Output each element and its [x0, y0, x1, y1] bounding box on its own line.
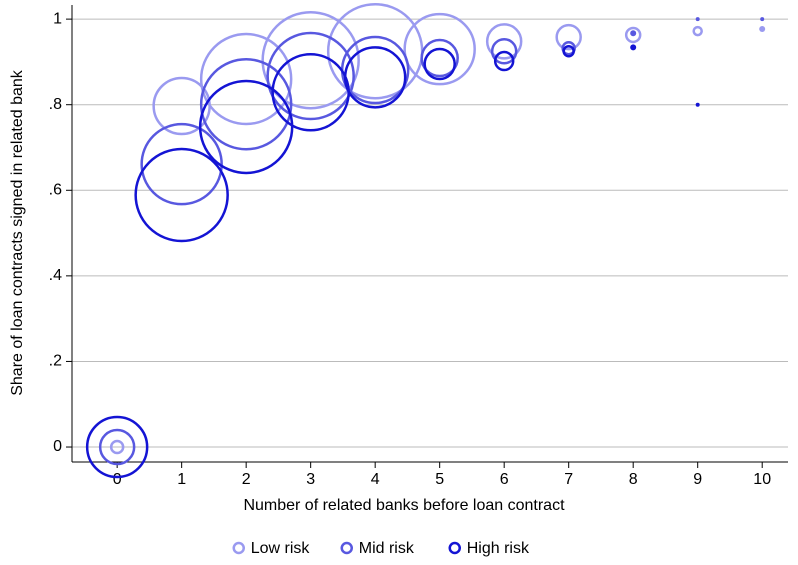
bubble: [134, 147, 229, 243]
bubble: [403, 12, 476, 86]
bubble: [759, 25, 766, 32]
y-tick-label: .6: [49, 182, 62, 199]
legend-label: Low risk: [251, 540, 311, 557]
bubble: [199, 58, 293, 151]
x-tick-label: 0: [113, 471, 122, 488]
x-tick-label: 8: [629, 471, 638, 488]
x-tick-label: 4: [371, 471, 380, 488]
bubble: [624, 26, 642, 44]
y-axis-label: Share of loan contracts signed in relate…: [9, 69, 26, 396]
bubble: [561, 40, 576, 56]
x-axis-label: Number of related banks before loan cont…: [243, 497, 565, 514]
legend-marker: [232, 541, 245, 555]
x-tick-label: 9: [693, 471, 702, 488]
bubble: [695, 102, 700, 107]
bubble: [266, 31, 355, 121]
y-tick-label: 0: [53, 438, 62, 455]
bubble: [343, 46, 407, 109]
x-tick-label: 3: [306, 471, 315, 488]
bubble: [695, 17, 700, 22]
bubble: [140, 122, 223, 206]
legend-label: Mid risk: [359, 540, 415, 557]
bubble: [760, 17, 765, 22]
bubble: [423, 47, 456, 81]
bubble: [199, 32, 293, 126]
y-tick-label: .2: [49, 353, 62, 370]
bubble: [420, 38, 459, 78]
y-tick-label: 1: [53, 10, 62, 27]
legend-label: High risk: [467, 540, 530, 557]
bubble: [630, 30, 637, 37]
legend-marker: [340, 541, 353, 555]
bubble: [261, 10, 360, 110]
bubble: [562, 44, 575, 58]
bubble: [490, 37, 518, 65]
x-tick-label: 2: [242, 471, 251, 488]
x-tick-label: 7: [564, 471, 573, 488]
x-tick-label: 6: [500, 471, 509, 488]
y-tick-label: .8: [49, 96, 62, 113]
legend-marker: [448, 541, 461, 555]
bubble: [692, 25, 703, 37]
x-tick-label: 1: [177, 471, 186, 488]
bubble: [493, 50, 515, 72]
bubble: [198, 79, 294, 175]
bubble: [630, 44, 637, 51]
x-tick-label: 10: [753, 471, 771, 488]
x-tick-label: 5: [435, 471, 444, 488]
bubble: [555, 23, 582, 51]
bubble: [109, 439, 125, 455]
bubble: [485, 23, 523, 60]
bubble: [98, 428, 136, 466]
bubble: [326, 2, 424, 100]
bubble: [85, 415, 149, 479]
y-tick-label: .4: [49, 267, 62, 284]
